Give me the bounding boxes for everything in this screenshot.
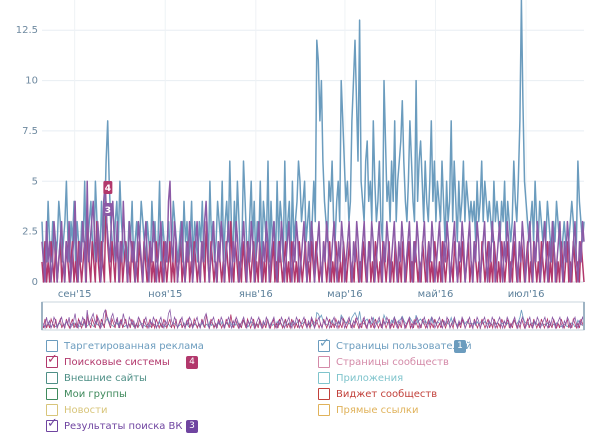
count-badge: 4	[186, 356, 198, 369]
y-tick-label: 2.5	[22, 227, 38, 238]
series-line	[41, 0, 585, 263]
legend-item-news[interactable]: Новости	[46, 402, 107, 418]
y-tick-label: 5	[32, 176, 38, 187]
legend-item-community-widget[interactable]: Виджет сообществ	[318, 386, 437, 402]
legend-label: Мои группы	[64, 388, 127, 400]
annotation-flag	[103, 203, 113, 216]
checkbox-icon[interactable]	[46, 372, 58, 384]
legend-label: Страницы сообществ	[336, 356, 449, 368]
legend-item-search-engines[interactable]: Поисковые системы 4	[46, 352, 198, 370]
legend-item-vk-search-results[interactable]: Результаты поиска ВК 3	[46, 416, 198, 434]
legend-label: Приложения	[336, 372, 404, 384]
y-tick-label: 7.5	[22, 126, 38, 137]
x-tick-label: май'16	[418, 289, 454, 300]
legend-label: Новости	[64, 404, 108, 416]
count-badge: 3	[186, 420, 198, 433]
x-tick-label: июл'16	[508, 289, 545, 300]
checkbox-icon[interactable]	[46, 340, 58, 352]
checkbox-icon[interactable]	[46, 404, 58, 416]
legend-item-apps[interactable]: Приложения	[318, 370, 403, 386]
legend-item-my-groups[interactable]: Мои группы	[46, 386, 127, 402]
x-tick-label: ноя'15	[148, 289, 182, 300]
chart-series	[41, 0, 585, 283]
checkbox-icon[interactable]	[318, 404, 330, 416]
x-tick-label: мар'16	[327, 289, 363, 300]
legend-label: Таргетированная реклама	[64, 340, 204, 352]
y-axis-ticks: 0 2.5 5 7.5 10 12.5	[16, 25, 38, 288]
legend-item-community-pages[interactable]: Страницы сообществ	[318, 354, 449, 370]
checkbox-icon[interactable]	[318, 372, 330, 384]
x-tick-label: янв'16	[239, 289, 273, 300]
chart-annotations: 43	[103, 181, 113, 216]
navigator-series	[41, 308, 585, 330]
annotation-flag	[103, 181, 113, 194]
y-tick-label: 10	[25, 76, 38, 87]
y-tick-label: 0	[32, 277, 38, 288]
legend-item-direct-links[interactable]: Прямые ссылки	[318, 402, 418, 418]
checkbox-icon[interactable]	[318, 336, 330, 352]
series-legend: Таргетированная реклама Страницы пользов…	[0, 334, 604, 434]
traffic-line-chart: 0 2.5 5 7.5 10 12.5 сен'15 ноя'15 янв'16 мар'16 м…	[16, 0, 585, 331]
series-line	[41, 180, 585, 283]
checkbox-icon[interactable]	[46, 388, 58, 400]
checkbox-icon[interactable]	[46, 352, 58, 368]
x-tick-label: сен'15	[58, 289, 92, 300]
legend-label: Поисковые системы	[64, 356, 170, 368]
x-axis-ticks: сен'15 ноя'15 янв'16 мар'16 май'16 июл'16	[58, 289, 545, 300]
legend-item-user-pages[interactable]: Страницы пользователей 1	[318, 336, 472, 354]
legend-item-external-sites[interactable]: Внешние сайты	[46, 370, 147, 386]
range-navigator[interactable]	[41, 301, 585, 331]
checkbox-icon[interactable]	[318, 388, 330, 400]
count-badge: 1	[454, 340, 466, 353]
y-tick-label: 12.5	[16, 25, 38, 36]
annotation-label: 4	[105, 184, 111, 194]
legend-label: Внешние сайты	[64, 372, 147, 384]
annotation-label: 3	[105, 206, 111, 216]
checkbox-icon[interactable]	[318, 356, 330, 368]
legend-label: Результаты поиска ВК	[64, 420, 183, 432]
legend-label: Прямые ссылки	[336, 404, 419, 416]
legend-label: Страницы пользователей	[336, 340, 472, 352]
checkbox-icon[interactable]	[46, 416, 58, 432]
legend-label: Виджет сообществ	[336, 388, 438, 400]
legend-item-targeted-ads[interactable]: Таргетированная реклама	[46, 338, 204, 354]
